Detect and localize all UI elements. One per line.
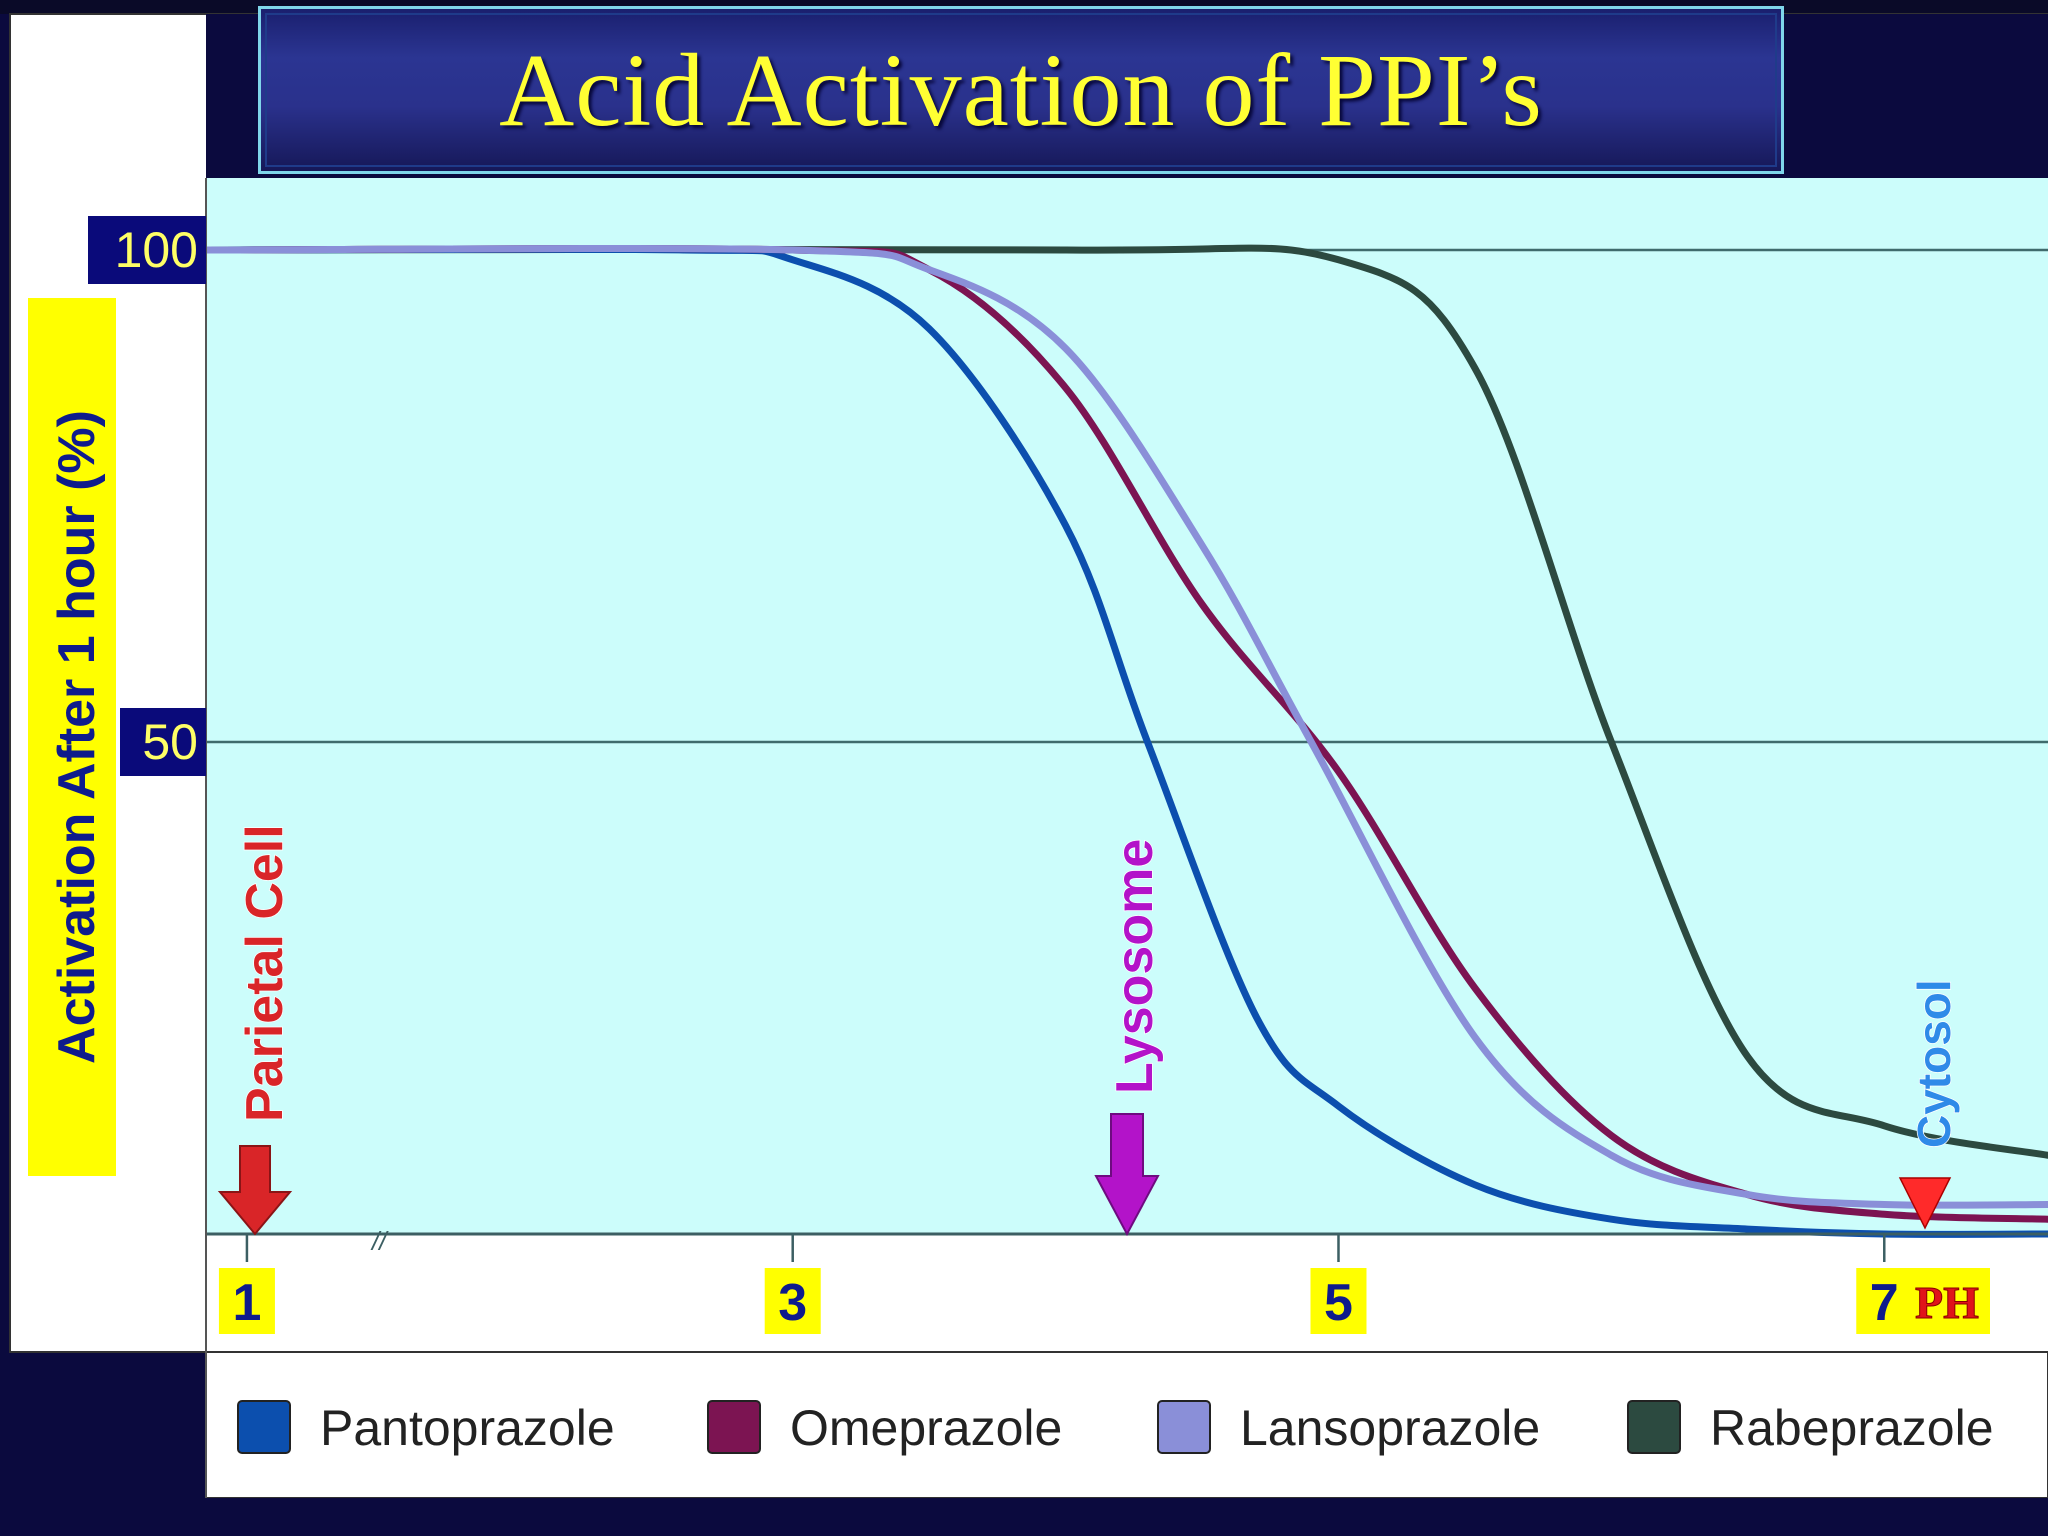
x-axis-label: PH xyxy=(1915,1277,1979,1328)
legend-swatch-lansoprazole xyxy=(1157,1400,1211,1454)
page-title: Acid Activation of PPI’s xyxy=(499,32,1543,148)
annotation-parietal-cell: Parietal Cell xyxy=(217,824,295,1236)
xlabel-box xyxy=(1904,1268,1990,1334)
ylabel-box xyxy=(28,298,116,1176)
series-lines xyxy=(202,244,2048,1238)
series-line-lansoprazole xyxy=(202,245,2048,1209)
title-box: Acid Activation of PPI’s xyxy=(258,6,1784,174)
y-axis-label: Activation After 1 hour (%) xyxy=(48,410,106,1064)
parietal-cell-arrow-icon xyxy=(217,1145,293,1236)
x-tick-label-3: 3 xyxy=(778,1274,807,1332)
x-tick-label-1: 1 xyxy=(232,1274,261,1332)
annotation-cytosol: Cytosol xyxy=(1898,979,1961,1230)
plot-area xyxy=(206,178,2048,1234)
annotation-label-lysosome: Lysosome xyxy=(1106,839,1164,1094)
x-tick-box-3 xyxy=(764,1268,821,1334)
axis-break-symbol: // xyxy=(370,1226,389,1256)
x-tick-label-5: 5 xyxy=(1324,1274,1353,1332)
y-tick-label-50: 50 xyxy=(142,714,198,770)
legend-item-omeprazole: Omeprazole xyxy=(707,1400,1062,1456)
legend: Pantoprazole Omeprazole Lansoprazole Rabepr… xyxy=(237,1400,1994,1456)
annotation-lysosome: Lysosome xyxy=(1094,838,1165,1237)
bottom-band xyxy=(0,1498,2048,1536)
legend-label-lansoprazole: Lansoprazole xyxy=(1240,1400,1540,1456)
legend-item-rabeprazole: Rabeprazole xyxy=(1627,1400,1994,1456)
x-ticks: 1 3 5 7 xyxy=(218,1234,1913,1334)
x-tick-box-7 xyxy=(1856,1268,1913,1334)
y-ticks: 100 50 xyxy=(88,216,206,776)
legend-panel xyxy=(205,1351,2048,1499)
legend-swatch-rabeprazole xyxy=(1627,1400,1681,1454)
legend-label-pantoprazole: Pantoprazole xyxy=(320,1400,615,1456)
lysosome-arrow-icon xyxy=(1094,1113,1160,1237)
y-tick-box-100 xyxy=(88,216,206,284)
x-tick-label-7: 7 xyxy=(1870,1274,1899,1332)
y-tick-label-100: 100 xyxy=(115,222,198,278)
legend-item-pantoprazole: Pantoprazole xyxy=(237,1400,615,1456)
legend-item-lansoprazole: Lansoprazole xyxy=(1157,1400,1540,1456)
legend-swatch-omeprazole xyxy=(707,1400,761,1454)
legend-label-rabeprazole: Rabeprazole xyxy=(1710,1400,1994,1456)
x-tick-box-1 xyxy=(218,1268,275,1334)
annotation-label-parietal-cell: Parietal Cell xyxy=(236,824,294,1122)
legend-swatch-pantoprazole xyxy=(237,1400,291,1454)
x-axis-strip xyxy=(206,1234,2048,1352)
annotation-label-cytosol: Cytosol xyxy=(1908,979,1960,1148)
cytosol-triangle-icon xyxy=(1898,1177,1952,1230)
x-tick-box-5 xyxy=(1310,1268,1367,1334)
y-tick-box-50 xyxy=(120,708,206,776)
legend-label-omeprazole: Omeprazole xyxy=(790,1400,1062,1456)
